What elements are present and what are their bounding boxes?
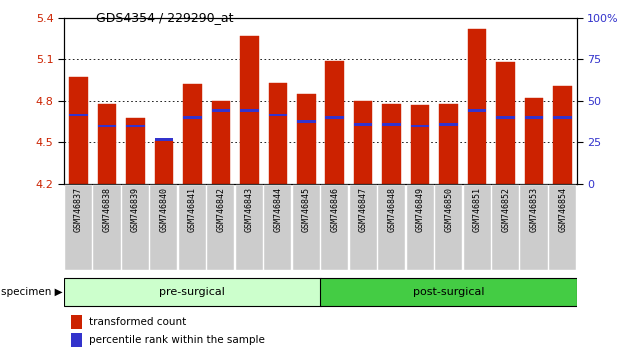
Bar bbox=[440, 104, 458, 184]
Bar bbox=[97, 104, 116, 184]
Bar bbox=[71, 315, 82, 329]
Text: percentile rank within the sample: percentile rank within the sample bbox=[89, 335, 265, 345]
Text: GSM746843: GSM746843 bbox=[245, 187, 254, 232]
Bar bbox=[69, 77, 88, 184]
Bar bbox=[97, 125, 116, 127]
Bar bbox=[354, 101, 372, 184]
Bar bbox=[525, 116, 544, 119]
Bar bbox=[468, 29, 487, 184]
Bar bbox=[349, 185, 377, 270]
Text: pre-surgical: pre-surgical bbox=[160, 287, 225, 297]
Bar bbox=[496, 116, 515, 119]
Bar bbox=[440, 123, 458, 126]
Text: GSM746846: GSM746846 bbox=[330, 187, 339, 232]
Text: GSM746850: GSM746850 bbox=[444, 187, 453, 232]
Bar bbox=[297, 94, 315, 184]
Text: GSM746845: GSM746845 bbox=[302, 187, 311, 232]
Bar bbox=[269, 114, 287, 116]
Bar bbox=[468, 109, 487, 112]
Text: GSM746847: GSM746847 bbox=[359, 187, 368, 232]
Bar bbox=[240, 36, 258, 184]
Text: GSM746848: GSM746848 bbox=[387, 187, 396, 232]
Bar bbox=[93, 185, 121, 270]
Bar bbox=[411, 125, 429, 127]
Bar bbox=[126, 118, 145, 184]
Bar bbox=[207, 185, 235, 270]
Bar bbox=[212, 109, 230, 112]
Bar bbox=[406, 185, 434, 270]
Bar bbox=[236, 185, 263, 270]
Text: GSM746844: GSM746844 bbox=[273, 187, 282, 232]
Bar bbox=[320, 278, 577, 306]
Bar bbox=[549, 185, 576, 270]
Bar bbox=[71, 333, 82, 347]
Bar bbox=[126, 125, 145, 127]
Text: post-surgical: post-surgical bbox=[413, 287, 485, 297]
Bar bbox=[269, 83, 287, 184]
Bar bbox=[212, 101, 230, 184]
Bar bbox=[411, 105, 429, 184]
Bar bbox=[122, 185, 149, 270]
Bar bbox=[354, 123, 372, 126]
Bar bbox=[154, 141, 173, 184]
Bar bbox=[179, 185, 206, 270]
Bar bbox=[378, 185, 405, 270]
Text: GSM746849: GSM746849 bbox=[416, 187, 425, 232]
Bar bbox=[383, 104, 401, 184]
Bar bbox=[150, 185, 178, 270]
Text: GSM746840: GSM746840 bbox=[160, 187, 169, 232]
Text: GSM746842: GSM746842 bbox=[216, 187, 225, 232]
Text: GSM746839: GSM746839 bbox=[131, 187, 140, 232]
Bar bbox=[525, 98, 544, 184]
Bar bbox=[69, 114, 88, 116]
Bar bbox=[553, 116, 572, 119]
Bar bbox=[326, 61, 344, 184]
Text: GSM746853: GSM746853 bbox=[529, 187, 538, 232]
Text: GSM746841: GSM746841 bbox=[188, 187, 197, 232]
Text: transformed count: transformed count bbox=[89, 318, 187, 327]
Text: GSM746851: GSM746851 bbox=[472, 187, 481, 232]
Bar bbox=[553, 86, 572, 184]
Bar bbox=[65, 185, 92, 270]
Bar bbox=[383, 123, 401, 126]
Text: GSM746852: GSM746852 bbox=[501, 187, 510, 232]
Bar bbox=[520, 185, 548, 270]
Text: GDS4354 / 229290_at: GDS4354 / 229290_at bbox=[96, 11, 234, 24]
Bar bbox=[292, 185, 320, 270]
Bar bbox=[321, 185, 349, 270]
Bar bbox=[64, 278, 321, 306]
Bar bbox=[297, 120, 315, 123]
Bar bbox=[435, 185, 462, 270]
Text: GSM746854: GSM746854 bbox=[558, 187, 567, 232]
Bar bbox=[463, 185, 491, 270]
Bar bbox=[326, 116, 344, 119]
Bar bbox=[492, 185, 519, 270]
Bar bbox=[496, 62, 515, 184]
Text: GSM746838: GSM746838 bbox=[103, 187, 112, 232]
Bar bbox=[264, 185, 292, 270]
Bar bbox=[183, 84, 201, 184]
Text: specimen ▶: specimen ▶ bbox=[1, 287, 62, 297]
Bar bbox=[183, 116, 201, 119]
Bar bbox=[240, 109, 258, 112]
Bar bbox=[154, 138, 173, 141]
Text: GSM746837: GSM746837 bbox=[74, 187, 83, 232]
